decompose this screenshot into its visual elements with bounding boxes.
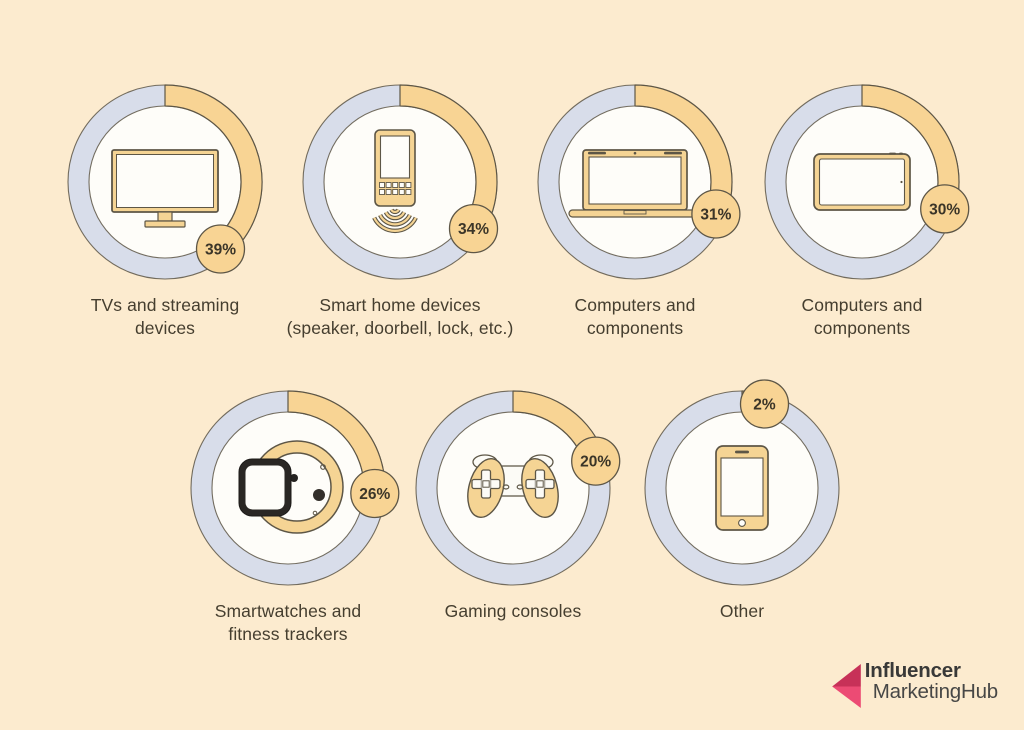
logo-text-influencer: Influencer (864, 659, 961, 682)
donut-ring: 30% (764, 84, 970, 280)
donut-ring: 31% (537, 84, 741, 280)
chart-label: Computers and components (574, 295, 696, 338)
chart-label: Smart home devices (speaker, doorbell, l… (286, 295, 514, 338)
percentage-value: 34% (458, 221, 489, 238)
influencer-marketinghub-logo: Influencer MarketingHub (831, 660, 998, 708)
donut-chart-other: 2% Other (612, 379, 872, 623)
chart-label: TVs and streaming devices (90, 295, 240, 338)
chart-label: Computers and components (801, 295, 923, 338)
smart-home-icon (372, 129, 418, 234)
donut-chart-tablets: 30% Computers and components (732, 76, 992, 340)
chart-label: Smartwatches and fitness trackers (214, 601, 362, 644)
percentage-badge: 2% (739, 379, 790, 429)
donut-ring: 34% (302, 84, 499, 280)
tablet-icon (813, 152, 911, 211)
laptop-icon (568, 149, 702, 218)
donut-chart-computers: 31% Computers and components (505, 76, 765, 340)
percentage-value: 26% (359, 486, 390, 503)
donut-ring: 26% (190, 390, 400, 586)
percentage-badge: 20% (571, 436, 621, 486)
gamepad-icon (467, 454, 559, 519)
donut-chart-tvs: 39% TVs and streaming devices (35, 76, 295, 340)
donut-chart-smartwatches: 26% Smartwatches and fitness trackers (158, 382, 418, 646)
percentage-badge: 30% (920, 184, 970, 234)
percentage-badge: 39% (195, 224, 246, 274)
percentage-badge: 34% (448, 203, 499, 254)
percentage-value: 30% (929, 202, 960, 219)
percentage-value: 2% (753, 397, 776, 414)
tv-icon (111, 149, 219, 228)
chart-label: Gaming consoles (444, 601, 582, 621)
percentage-value: 20% (580, 454, 611, 471)
logo-arrow-icon (831, 664, 861, 708)
logo-text-marketinghub: MarketingHub (872, 680, 998, 703)
donut-chart-gaming: 20% Gaming consoles (383, 382, 643, 623)
percentage-value: 31% (700, 207, 731, 224)
donut-ring: 39% (67, 84, 263, 280)
percentage-value: 39% (205, 242, 236, 259)
percentage-badge: 31% (691, 189, 741, 239)
donut-ring: 20% (415, 390, 621, 586)
smartwatch-icon (238, 440, 344, 534)
percentage-badge: 26% (350, 468, 400, 519)
donut-chart-smart-home: 34% Smart home devices (speaker, doorbel… (270, 76, 530, 340)
smartphone-icon (715, 445, 769, 531)
donut-ring: 2% (644, 379, 840, 586)
chart-label: Other (719, 601, 765, 621)
